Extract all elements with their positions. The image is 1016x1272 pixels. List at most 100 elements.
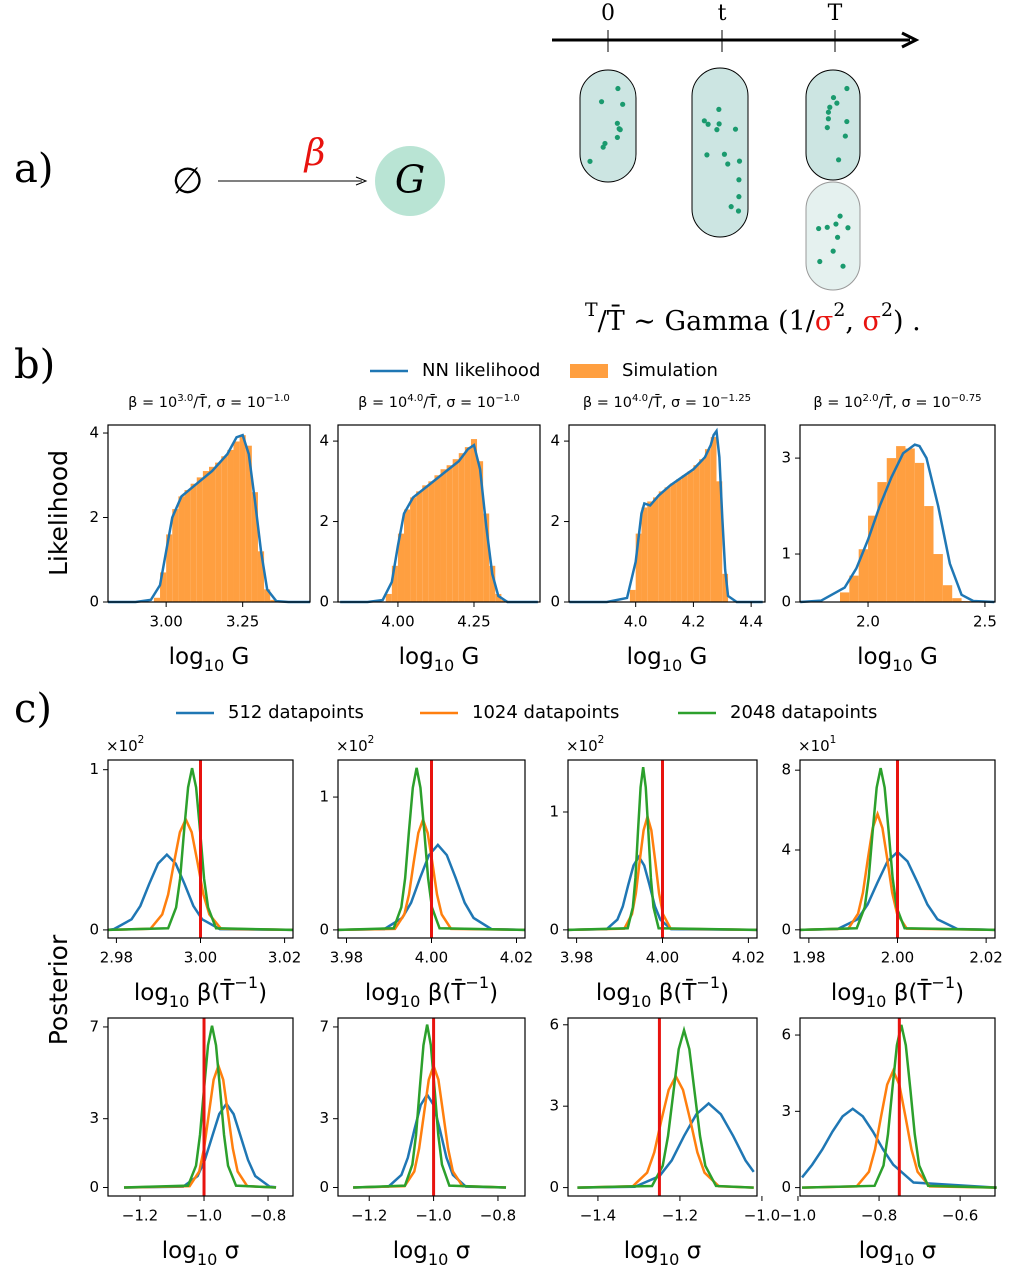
particle [602,140,608,147]
x-tick-label: −1.0 [415,1207,451,1225]
text-part: log [393,1238,428,1264]
axes-frame [337,424,541,603]
text-part: 10 [197,1250,217,1269]
text-part: 10 [169,992,189,1011]
hist-bar [428,481,435,602]
text-part: 2 [138,734,145,746]
x-axis-label: log10 G [399,644,480,676]
particle [844,85,850,92]
y-tick-label: 8 [781,761,791,779]
hist-bar [653,497,659,602]
legend-label: 1024 datapoints [472,702,619,723]
rate-label: β [303,133,326,174]
x-tick-label: 3.25 [226,613,259,631]
x-axis-label: log10 G [627,644,708,676]
hist-bar [924,506,934,602]
curve [569,427,763,604]
hist-bar [868,515,878,602]
x-tick-label: −1.4 [580,1207,616,1225]
text-part: −0.75 [951,393,982,404]
text-part: log [134,980,169,1006]
y-tick-label: 0 [781,593,791,611]
x-axis-label: log10 β(T̄−1) [134,973,267,1011]
particle [716,121,722,127]
hist-bar [933,554,943,602]
y-tick-label: 0 [319,593,329,611]
hist-bar [858,549,869,602]
axis-multiplier: ×102 [566,734,604,755]
x-tick-label: −1.0 [744,1207,780,1225]
text-part: /T̄, σ = 10 [879,393,951,411]
text-part: log [399,644,434,670]
hist-bar [270,599,277,602]
curve [108,433,310,604]
x-axis-label: log10 β(T̄−1) [596,973,729,1011]
particle [825,116,831,122]
particle [736,158,743,164]
text-part: σ [815,306,833,337]
x-tick-label: 3.98 [560,949,593,967]
x-tick-label: −0.8 [480,1207,516,1225]
panel-title: β = 103.0/T̄, σ = 10−1.0 [128,393,290,412]
hist-bar [209,466,216,602]
particle [735,208,742,214]
legend-label: Simulation [622,360,718,381]
hist-bar [942,585,953,602]
y-tick-label: 2 [550,512,560,530]
x-tick-label: 2.98 [100,949,133,967]
text-part: 2 [368,734,375,746]
text-part: −1.0 [495,393,520,404]
hist-bar [886,458,897,602]
y-tick-label: 0 [549,920,559,938]
particle [714,127,720,133]
curve [353,1024,507,1189]
text-part: 10 [662,656,682,675]
hist-bar [849,575,859,602]
axes-frame [337,1017,526,1197]
hist-bar [896,446,906,602]
hist-bar [722,573,729,602]
hist-bar [202,471,209,602]
hist-bar [397,533,405,602]
curve [107,767,294,932]
timeline-head [901,31,920,49]
y-tick-label: 0 [89,593,99,611]
time-label: T [828,1,843,26]
hist-bar [483,513,490,602]
text-part: ) [720,980,729,1006]
source-symbol: ∅ [172,161,203,202]
x-axis-label: log10 β(T̄−1) [365,973,498,1011]
axes-frame [107,1017,294,1197]
y-tick-label: 1 [89,760,99,778]
particle [827,104,833,110]
text-part: log [596,980,631,1006]
hist-bar [215,462,222,602]
y-tick-label: 4 [319,432,329,450]
particle [728,204,734,210]
text-part: ×10 [106,737,138,755]
particle [830,248,836,254]
x-axis-label: log10 σ [624,1238,701,1270]
cell [805,69,861,181]
hist-bar [184,490,191,602]
x-tick-label: −1.2 [351,1207,387,1225]
particle [834,100,840,106]
hist-bar [952,598,962,602]
x-axis-label: log10 σ [859,1238,936,1270]
hist-bar [172,509,179,602]
y-tick-label: 0 [781,920,791,938]
text-part: log [624,1238,659,1264]
hist-bar [227,449,234,602]
y-tick-label: 4 [550,432,560,450]
y-tick-label: 3 [89,1109,99,1127]
x-tick-label: 3.98 [330,949,363,967]
particle [835,157,842,163]
time-label: t [718,1,727,26]
panel-label: a) [14,146,53,192]
particle [833,221,839,227]
x-tick-label: 2.00 [881,949,914,967]
text-part: 10 [434,656,454,675]
hist-bar [416,491,423,602]
y-tick-label: 0 [319,1178,329,1196]
hist-bar [470,439,478,602]
